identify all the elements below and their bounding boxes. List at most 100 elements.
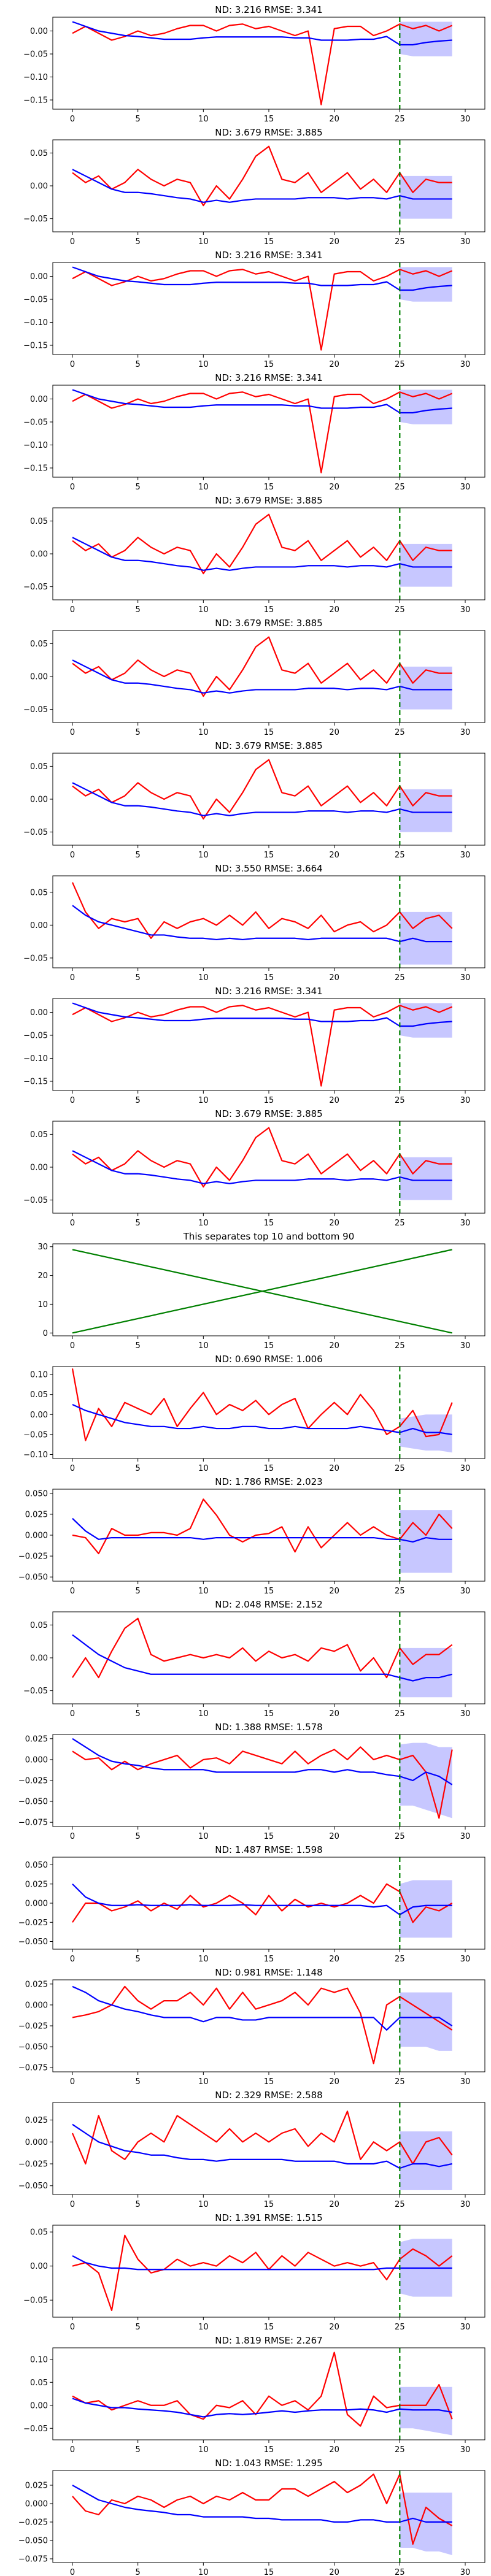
actual-series-line	[72, 145, 452, 207]
y-tick-label: 0.000	[25, 2001, 48, 2010]
x-tick-label: 15	[264, 1709, 274, 1719]
prediction-series-line	[72, 266, 452, 291]
actual-series-line	[72, 759, 452, 820]
y-tick-label: −0.075	[18, 2064, 48, 2073]
y-tick-label: 0.05	[30, 640, 48, 649]
x-tick-label: 15	[264, 237, 274, 247]
prediction-series-line	[72, 2485, 452, 2523]
prediction-series-line	[72, 905, 452, 943]
x-tick-label: 30	[460, 237, 471, 247]
y-tick-label: 0.025	[25, 1735, 48, 1744]
x-tick-label: 20	[329, 973, 339, 983]
x-tick-label: 5	[136, 1709, 141, 1719]
prediction-series-line	[72, 2255, 452, 2271]
x-tick-label: 30	[460, 1587, 471, 1596]
actual-series-line	[72, 2473, 453, 2545]
y-tick-label: 0.05	[30, 149, 48, 158]
x-tick-label: 25	[395, 973, 405, 983]
x-tick-label: 25	[395, 1955, 405, 1964]
y-tick-label: 0.025	[25, 2116, 48, 2125]
subplot-title: ND: 2.048 RMSE: 2.152	[215, 1599, 322, 1610]
x-tick-label: 5	[136, 1219, 141, 1228]
y-tick-label: −0.025	[18, 2022, 48, 2031]
forecast-interval-band	[400, 175, 452, 219]
subplot-6: ND: 3.679 RMSE: 3.885 0 5 10 15 20 25 30 0.05 0.0…	[23, 618, 485, 737]
actual-series-line	[72, 1127, 452, 1188]
x-tick-label: 0	[70, 1955, 75, 1964]
prediction-series-line	[72, 2398, 452, 2418]
forecast-interval-band	[400, 543, 452, 587]
y-tick-label: 0.050	[25, 1489, 48, 1498]
x-tick-label: 0	[70, 2323, 75, 2332]
x-tick-label: 25	[395, 2323, 405, 2332]
x-tick-label: 15	[264, 1219, 274, 1228]
x-tick-label: 25	[395, 851, 405, 860]
subplot-title: ND: 0.981 RMSE: 1.148	[215, 1967, 322, 1978]
y-tick-label: 0.00	[30, 673, 48, 682]
x-tick-label: 30	[460, 1219, 471, 1228]
x-tick-label: 0	[70, 115, 75, 124]
x-tick-label: 20	[329, 728, 339, 737]
subplot-title: ND: 3.679 RMSE: 3.885	[215, 740, 322, 751]
prediction-series-line	[72, 1883, 452, 1915]
x-tick-label: 30	[460, 2568, 471, 2576]
x-tick-label: 10	[198, 2077, 209, 2087]
actual-series-line	[72, 2352, 453, 2427]
forecast-interval-band	[400, 1510, 452, 1573]
y-tick-label: −0.05	[23, 1687, 48, 1696]
x-tick-label: 5	[136, 2077, 141, 2087]
x-tick-label: 5	[136, 1832, 141, 1841]
x-tick-label: 25	[395, 1587, 405, 1596]
y-tick-label: 0	[43, 1329, 48, 1338]
x-tick-label: 10	[198, 2568, 209, 2576]
actual-series-line	[72, 269, 453, 351]
x-tick-label: 10	[198, 728, 209, 737]
actual-series-line	[71, 1368, 453, 1441]
y-tick-label: −0.075	[18, 2555, 48, 2564]
subplot-2: ND: 3.679 RMSE: 3.885 0 5 10 15 20 25 30 0.05 0.0…	[23, 127, 485, 247]
subplot-16: ND: 1.487 RMSE: 1.598 0 5 10 15 20 25 30 0.050 0.…	[18, 1844, 485, 1964]
y-tick-label: 0.00	[30, 2401, 48, 2410]
x-tick-label: 0	[70, 483, 75, 492]
forecast-interval-band	[400, 911, 452, 965]
subplot-title: ND: 3.216 RMSE: 3.341	[215, 250, 322, 261]
subplot-title: ND: 3.679 RMSE: 3.885	[215, 127, 322, 138]
y-tick-label: 0.00	[30, 27, 48, 36]
x-tick-label: 30	[460, 1832, 471, 1841]
x-tick-label: 10	[198, 115, 209, 124]
x-tick-label: 0	[70, 1832, 75, 1841]
y-tick-label: −0.075	[18, 1819, 48, 1828]
x-tick-label: 0	[70, 1096, 75, 1105]
y-tick-label: 0.000	[25, 1755, 48, 1765]
y-tick-label: 0.025	[25, 1880, 48, 1889]
subplot-title: ND: 1.487 RMSE: 1.598	[215, 1844, 322, 1855]
y-tick-label: 0.00	[30, 272, 48, 282]
y-tick-label: −0.15	[23, 342, 48, 351]
actual-series-line	[72, 1617, 453, 1679]
y-tick-label: −0.05	[23, 296, 48, 305]
x-tick-label: 15	[264, 2200, 274, 2209]
subplot-18: ND: 2.329 RMSE: 2.588 0 5 10 15 20 25 30 0.025 0.…	[18, 2090, 485, 2209]
y-tick-label: 0.05	[30, 2379, 48, 2388]
y-tick-label: 0.00	[30, 795, 48, 805]
x-tick-label: 20	[329, 605, 339, 615]
subplot-title: ND: 3.216 RMSE: 3.341	[215, 986, 322, 997]
x-tick-label: 20	[329, 1955, 339, 1964]
forecast-interval-band	[400, 666, 452, 710]
y-tick-label: 20	[37, 1271, 48, 1281]
prediction-series-line	[72, 659, 452, 694]
y-tick-label: −0.05	[23, 1032, 48, 1041]
y-tick-label: −0.05	[23, 705, 48, 715]
x-tick-label: 30	[460, 2323, 471, 2332]
x-tick-label: 25	[395, 2568, 405, 2576]
actual-series-line	[72, 391, 453, 473]
subplot-title: ND: 3.679 RMSE: 3.885	[215, 618, 322, 629]
x-tick-label: 20	[329, 360, 339, 369]
actual-series-line	[72, 1746, 453, 1819]
x-tick-label: 30	[460, 1955, 471, 1964]
y-tick-label: −0.050	[18, 2043, 48, 2052]
x-tick-label: 30	[460, 851, 471, 860]
x-tick-label: 5	[136, 973, 141, 983]
y-tick-label: −0.15	[23, 1078, 48, 1087]
y-tick-label: −0.050	[18, 1798, 48, 1807]
